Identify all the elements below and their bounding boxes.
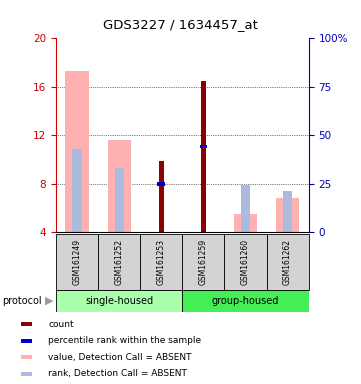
Bar [56,290,182,312]
Text: GSM161249: GSM161249 [73,239,82,285]
Text: single-housed: single-housed [85,296,153,306]
Text: count: count [48,320,74,329]
Bar [225,234,266,290]
Bar [266,234,309,290]
Text: GSM161252: GSM161252 [115,239,123,285]
Text: GSM161259: GSM161259 [199,239,208,285]
Text: percentile rank within the sample: percentile rank within the sample [48,336,201,345]
Text: ▶: ▶ [44,296,53,306]
Text: group-housed: group-housed [212,296,279,306]
Text: value, Detection Call = ABSENT: value, Detection Call = ABSENT [48,353,192,362]
Text: GSM161262: GSM161262 [283,239,292,285]
Bar [283,191,292,232]
Bar [65,71,88,232]
Bar [108,140,131,232]
Bar [159,161,164,232]
Bar [21,355,32,359]
Bar [21,372,32,376]
Bar [182,234,225,290]
Bar [114,168,124,232]
Bar [276,199,299,232]
Bar [73,149,82,232]
Text: GSM161260: GSM161260 [241,239,250,285]
Text: protocol: protocol [2,296,42,306]
Bar [21,322,32,326]
Bar [241,185,250,232]
Bar [200,144,207,148]
Bar [21,339,32,343]
Bar [98,234,140,290]
Bar [56,234,98,290]
Text: GSM161253: GSM161253 [157,239,166,285]
Bar [201,81,206,232]
Text: rank, Detection Call = ABSENT: rank, Detection Call = ABSENT [48,369,187,378]
Bar [157,182,165,185]
Bar [182,290,309,312]
Bar [140,234,182,290]
Bar [234,214,257,232]
Text: GDS3227 / 1634457_at: GDS3227 / 1634457_at [103,18,258,31]
